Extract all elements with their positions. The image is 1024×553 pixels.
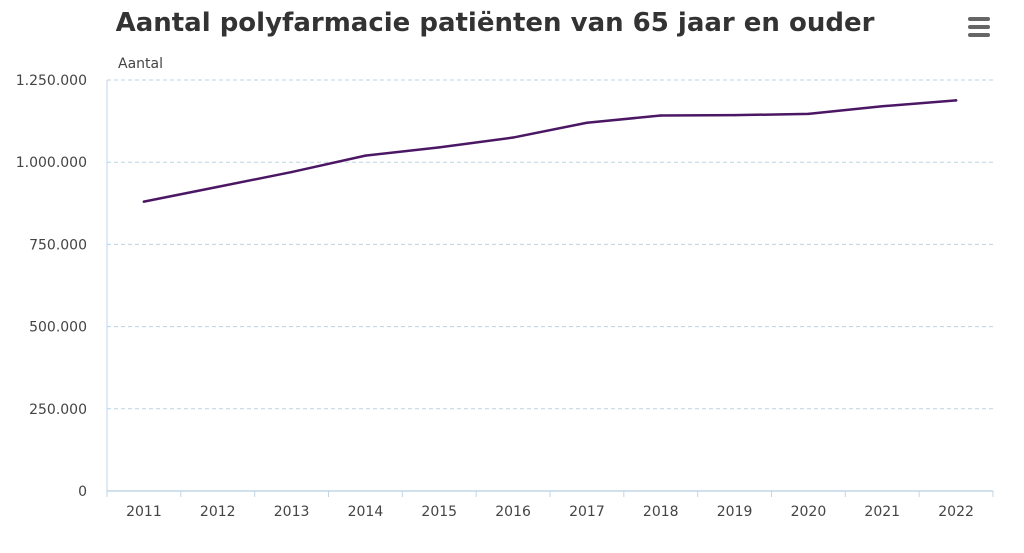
- data-point: [216, 185, 219, 189]
- series-group: [142, 99, 958, 203]
- x-tick-label: 2011: [126, 504, 162, 520]
- x-tick-label: 2021: [864, 504, 900, 520]
- x-tick-label: 2017: [569, 504, 605, 520]
- x-tick-label: 2020: [791, 504, 827, 520]
- x-tick-label: 2014: [348, 504, 384, 520]
- data-point: [290, 170, 293, 174]
- y-tick-label: 750.000: [29, 237, 87, 253]
- chart-title: Aantal polyfarmacie patiënten van 65 jaa…: [115, 8, 875, 38]
- data-point: [954, 99, 958, 102]
- data-point: [807, 112, 810, 116]
- data-point: [438, 146, 441, 149]
- x-tick-label: 2012: [200, 504, 236, 520]
- x-tick-label: 2018: [643, 504, 679, 520]
- x-tick-label: 2015: [421, 504, 457, 520]
- data-point: [733, 113, 736, 117]
- data-point: [511, 136, 515, 139]
- y-axis-label: Aantal: [118, 56, 163, 72]
- y-tick-label: 250.000: [29, 402, 87, 418]
- data-point: [364, 154, 367, 157]
- y-tick-label: 500.000: [29, 320, 87, 336]
- x-tick-label: 2013: [274, 504, 310, 520]
- y-tick-label: 1.250.000: [16, 73, 87, 89]
- y-tick-label: 1.000.000: [16, 155, 87, 171]
- data-point: [142, 200, 146, 203]
- series-line: [142, 99, 958, 203]
- y-axis-ticks: 0 250.000 500.000 750.000 1.000.000 1.250.000: [16, 73, 87, 500]
- y-tick-label: 0: [78, 484, 87, 500]
- x-tick-label: 2019: [717, 504, 753, 520]
- x-axis: 2011 2012 2013 2014 2015 2016 2017 2018 2019 2020…: [106, 80, 994, 520]
- data-point: [881, 105, 884, 108]
- data-point: [659, 114, 662, 117]
- x-tick-label: 2022: [938, 504, 974, 520]
- chart-menu-icon[interactable]: [962, 12, 996, 42]
- x-tick-label: 2016: [495, 504, 531, 520]
- grid-lines: [107, 79, 993, 410]
- data-point: [585, 121, 589, 124]
